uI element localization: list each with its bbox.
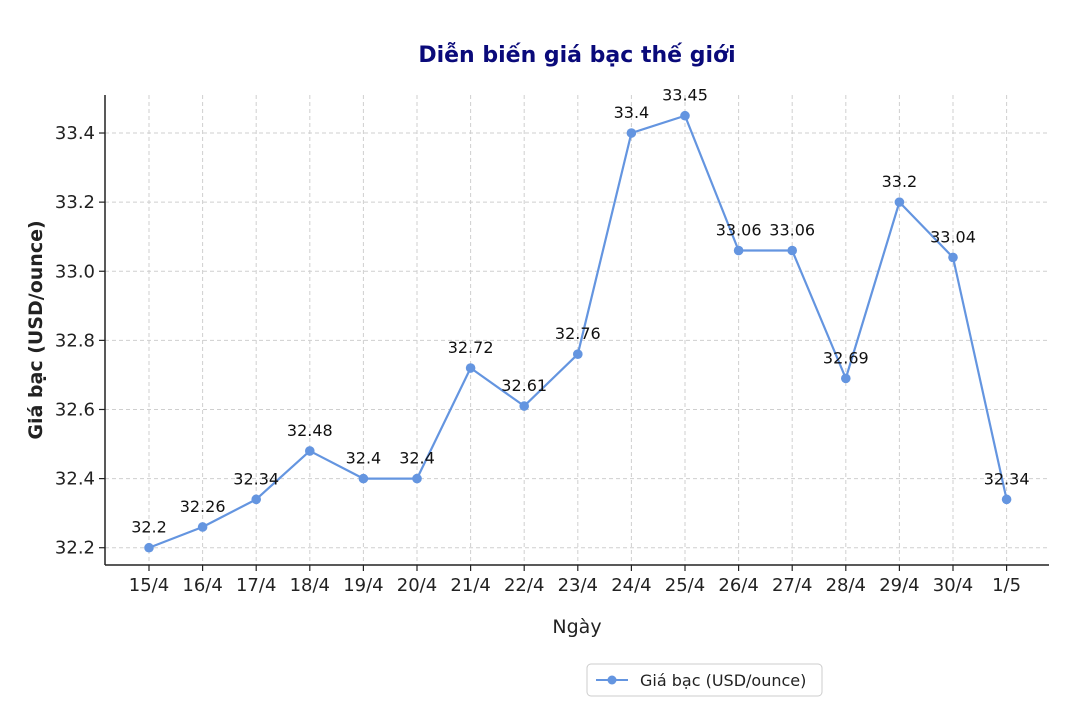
data-point bbox=[733, 245, 744, 256]
x-tick-label: 22/4 bbox=[504, 575, 544, 596]
data-point bbox=[841, 373, 851, 384]
y-tick-label: 33.2 bbox=[55, 192, 95, 213]
y-ticks: 32.2 32.4 32.6 32.8 33.0 33.2 33.4 bbox=[55, 123, 105, 559]
y-tick-label: 33.4 bbox=[55, 123, 95, 144]
data-label: 33.2 bbox=[882, 172, 918, 191]
x-tick-label: 26/4 bbox=[718, 575, 758, 596]
x-tick-label: 17/4 bbox=[236, 575, 276, 596]
x-tick-label: 24/4 bbox=[611, 575, 651, 596]
x-axis-title: Ngày bbox=[552, 616, 601, 638]
legend-marker-icon bbox=[607, 675, 617, 685]
x-tick-label: 20/4 bbox=[397, 575, 437, 596]
data-point bbox=[251, 494, 261, 505]
data-point bbox=[465, 363, 476, 373]
y-axis-title: Giá bạc (USD/ounce) bbox=[25, 220, 47, 439]
legend-label: Giá bạc (USD/ounce) bbox=[640, 671, 806, 690]
y-tick-label: 32.2 bbox=[55, 538, 95, 559]
data-point bbox=[197, 522, 208, 532]
data-point bbox=[358, 473, 369, 484]
data-point bbox=[626, 128, 637, 138]
data-point bbox=[1001, 494, 1012, 505]
legend-box bbox=[586, 663, 823, 697]
data-label: 33.06 bbox=[716, 221, 762, 240]
y-tick-label: 32.8 bbox=[55, 330, 95, 351]
x-tick-label: 30/4 bbox=[933, 575, 973, 596]
y-tick-label: 33.0 bbox=[55, 261, 95, 282]
data-label: 33.45 bbox=[662, 86, 708, 105]
x-tick-label: 28/4 bbox=[826, 575, 866, 596]
data-point bbox=[787, 245, 797, 256]
data-point bbox=[948, 252, 958, 263]
x-tick-label: 15/4 bbox=[129, 575, 169, 596]
data-label: 32.69 bbox=[823, 348, 869, 367]
x-tick-label: 29/4 bbox=[879, 575, 919, 596]
grid bbox=[105, 95, 1049, 565]
x-tick-label: 27/4 bbox=[772, 575, 812, 596]
x-tick-label: 16/4 bbox=[182, 575, 222, 596]
data-labels: 32.2 32.26 32.34 32.48 32.4 32.4 32.72 32.61 32.… bbox=[131, 86, 1029, 537]
data-point bbox=[144, 542, 154, 553]
data-label: 33.4 bbox=[614, 103, 650, 122]
x-ticks: 15/4 16/4 17/4 18/4 19/4 20/4 21/4 22/4 23/4 24/4… bbox=[129, 565, 1021, 596]
x-tick-label: 21/4 bbox=[450, 575, 490, 596]
x-tick-label: 1/5 bbox=[992, 575, 1021, 596]
data-label: 32.76 bbox=[555, 324, 601, 343]
data-label: 32.34 bbox=[233, 469, 279, 488]
x-tick-label: 18/4 bbox=[290, 575, 330, 596]
legend: Giá bạc (USD/ounce) bbox=[586, 663, 823, 697]
data-label: 32.61 bbox=[501, 376, 547, 395]
chart-title: Diễn biến giá bạc thế giới bbox=[418, 43, 735, 68]
data-point bbox=[894, 197, 905, 207]
series bbox=[144, 110, 1012, 553]
x-tick-label: 19/4 bbox=[343, 575, 383, 596]
data-point bbox=[519, 401, 529, 411]
data-label: 32.26 bbox=[180, 497, 226, 516]
data-point bbox=[412, 473, 422, 484]
data-label: 32.4 bbox=[399, 449, 435, 468]
y-tick-label: 32.4 bbox=[55, 469, 95, 490]
y-tick-label: 32.6 bbox=[55, 399, 95, 420]
data-point bbox=[573, 349, 583, 359]
x-tick-label: 25/4 bbox=[665, 575, 705, 596]
data-label: 32.34 bbox=[984, 469, 1030, 488]
x-tick-label: 23/4 bbox=[558, 575, 598, 596]
data-label: 32.2 bbox=[131, 518, 167, 537]
data-label: 33.06 bbox=[769, 221, 815, 240]
data-label: 32.4 bbox=[346, 449, 382, 468]
data-label: 32.48 bbox=[287, 421, 333, 440]
data-label: 32.72 bbox=[448, 338, 494, 357]
data-point bbox=[680, 110, 690, 121]
data-label: 33.04 bbox=[930, 227, 976, 246]
data-point bbox=[305, 446, 315, 456]
